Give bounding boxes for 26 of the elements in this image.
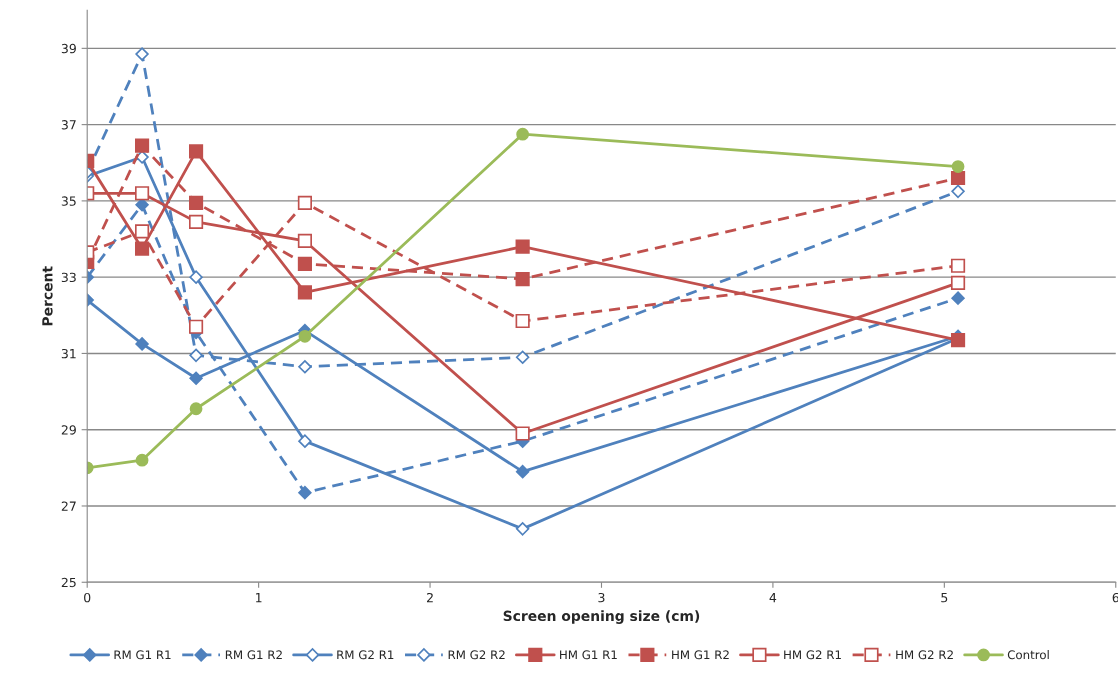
legend-label: RM G1 R2 (225, 650, 282, 660)
legend-label: Control (1007, 650, 1049, 660)
legend-label: RM G2 R2 (448, 650, 505, 660)
legend-label: HM G2 R1 (784, 650, 841, 660)
y-tick-label: 33 (61, 272, 76, 283)
y-tick-label: 37 (61, 120, 76, 130)
y-tick-label: 35 (61, 196, 76, 206)
legend-label: RM G2 R1 (337, 650, 394, 660)
x-axis-title: Screen opening size (cm) (503, 610, 700, 624)
legend-label: HM G1 R2 (672, 650, 729, 660)
y-tick-label: 29 (61, 425, 76, 435)
x-tick-label: 5 (941, 593, 948, 603)
x-tick-label: 1 (256, 593, 262, 603)
x-tick-label: 4 (769, 593, 777, 603)
y-tick-label: 27 (61, 501, 76, 511)
x-tick-label: 6 (1112, 592, 1118, 603)
x-tick-label: 0 (84, 592, 91, 603)
legend-label: HM G2 R2 (896, 650, 953, 660)
y-tick-label: 39 (61, 43, 76, 54)
legend-label: HM G1 R1 (560, 650, 617, 660)
y-axis-title: Percent (42, 266, 53, 326)
y-tick-label: 31 (61, 348, 76, 359)
x-tick-label: 3 (598, 592, 605, 603)
x-tick-label: 2 (427, 592, 433, 603)
y-tick-label: 25 (61, 577, 76, 588)
legend-label: RM G1 R1 (114, 650, 171, 660)
